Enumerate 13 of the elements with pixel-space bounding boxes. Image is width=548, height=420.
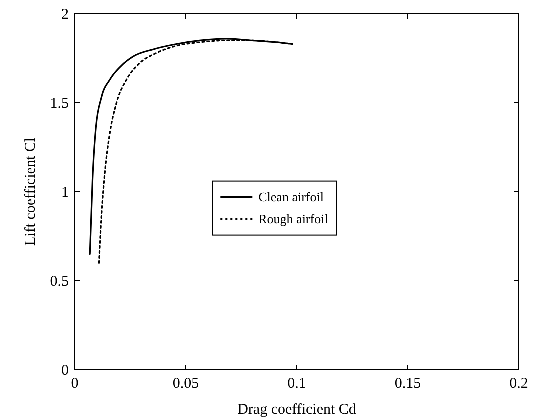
x-tick-label: 0.15 [394, 376, 422, 392]
legend-label: Rough airfoil [258, 211, 329, 226]
x-tick-label: 0.05 [172, 376, 200, 392]
x-axis-title: Drag coefficient Cd [238, 402, 357, 418]
y-tick-label: 2 [62, 7, 69, 23]
x-tick-label: 0.2 [510, 376, 528, 392]
y-tick-label: 1.5 [50, 96, 69, 112]
y-tick-label: 0.5 [50, 274, 69, 290]
y-axis-title: Lift coefficient Cl [23, 138, 39, 246]
y-tick-label: 1 [62, 185, 69, 201]
legend-label: Clean airfoil [258, 189, 324, 204]
y-tick-label: 0 [62, 363, 69, 379]
x-tick-label: 0.1 [288, 376, 306, 392]
